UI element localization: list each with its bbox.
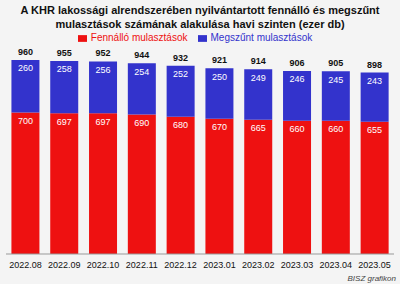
svg-text:655: 655 (367, 125, 382, 135)
svg-text:243: 243 (367, 76, 382, 86)
svg-text:944: 944 (134, 50, 149, 60)
svg-text:250: 250 (212, 72, 227, 82)
svg-text:258: 258 (57, 64, 72, 74)
svg-text:680: 680 (173, 120, 188, 130)
html-text:A KHR lakossági alrendszerében: A KHR lakossági alrendszerében nyilvánta… (20, 4, 380, 30)
svg-text:2022.12: 2022.12 (164, 260, 197, 270)
svg-text:932: 932 (173, 53, 188, 63)
svg-text:700: 700 (18, 116, 33, 126)
html-text:Fennálló mulasztások: Fennálló mulasztások (90, 32, 188, 43)
html-text:Megszűnt mulasztások: Megszűnt mulasztások (210, 32, 313, 43)
html-text:BISZ grafikon: BISZ grafikon (347, 274, 396, 283)
svg-text:2022.11: 2022.11 (126, 260, 158, 270)
svg-text:2023.03: 2023.03 (281, 260, 314, 270)
svg-text:2022.08: 2022.08 (9, 260, 42, 270)
svg-text:249: 249 (251, 73, 266, 83)
svg-text:2022.10: 2022.10 (87, 260, 120, 270)
svg-text:906: 906 (290, 58, 305, 68)
svg-text:2023.01: 2023.01 (203, 260, 236, 270)
svg-text:2023.05: 2023.05 (358, 260, 391, 270)
svg-text:245: 245 (328, 75, 343, 85)
svg-text:246: 246 (290, 74, 305, 84)
svg-text:914: 914 (251, 56, 266, 66)
svg-text:697: 697 (57, 117, 72, 127)
svg-text:665: 665 (251, 123, 266, 133)
svg-text:697: 697 (96, 117, 111, 127)
svg-text:952: 952 (96, 48, 111, 58)
svg-text:690: 690 (134, 118, 149, 128)
svg-text:660: 660 (328, 124, 343, 134)
svg-text:670: 670 (212, 122, 227, 132)
svg-text:2023.04: 2023.04 (320, 260, 353, 270)
svg-text:252: 252 (173, 69, 188, 79)
svg-text:898: 898 (367, 60, 382, 70)
svg-text:955: 955 (57, 48, 72, 58)
svg-text:2022.09: 2022.09 (48, 260, 81, 270)
svg-text:960: 960 (18, 47, 33, 57)
svg-text:921: 921 (212, 55, 227, 65)
svg-text:905: 905 (328, 58, 343, 68)
svg-text:2023.02: 2023.02 (242, 260, 275, 270)
svg-text:260: 260 (18, 63, 33, 73)
svg-text:256: 256 (96, 65, 111, 75)
svg-text:254: 254 (134, 67, 149, 77)
svg-text:660: 660 (290, 124, 305, 134)
